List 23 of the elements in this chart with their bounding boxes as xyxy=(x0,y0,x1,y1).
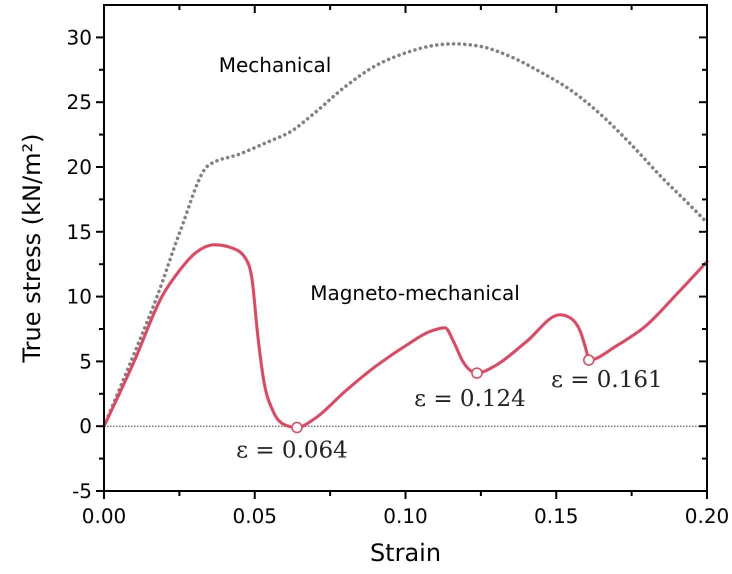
y-tick-label: 25 xyxy=(66,90,92,114)
annotation: ε = 0.124 xyxy=(414,386,526,412)
x-axis-title: Strain xyxy=(370,539,442,567)
x-tick-label: 0.05 xyxy=(232,504,278,528)
y-tick-label: 5 xyxy=(79,349,92,374)
point xyxy=(471,367,483,379)
y-tick-label: -5 xyxy=(72,479,92,503)
annotation: ε = 0.161 xyxy=(550,367,663,394)
y-axis-title: True stress (kN/m²) xyxy=(18,134,46,364)
annotation: ε = 0.064 xyxy=(236,437,348,464)
y-tick-label: 15 xyxy=(66,220,92,244)
point xyxy=(291,422,303,434)
y-tick-label: 10 xyxy=(66,284,92,309)
y-tick-label: 0 xyxy=(79,414,92,438)
x-tick-label: 0.20 xyxy=(684,504,730,528)
series-label: Mechanical xyxy=(218,53,332,77)
x-tick-label: 0.15 xyxy=(534,504,579,528)
point xyxy=(583,354,595,366)
y-tick-label: 20 xyxy=(66,155,92,179)
y-tick-label: 30 xyxy=(66,25,92,50)
series-label: Magneto-mechanical xyxy=(310,281,520,305)
x-tick-label: 0.00 xyxy=(82,504,126,528)
x-tick-label: 0.10 xyxy=(383,504,428,528)
